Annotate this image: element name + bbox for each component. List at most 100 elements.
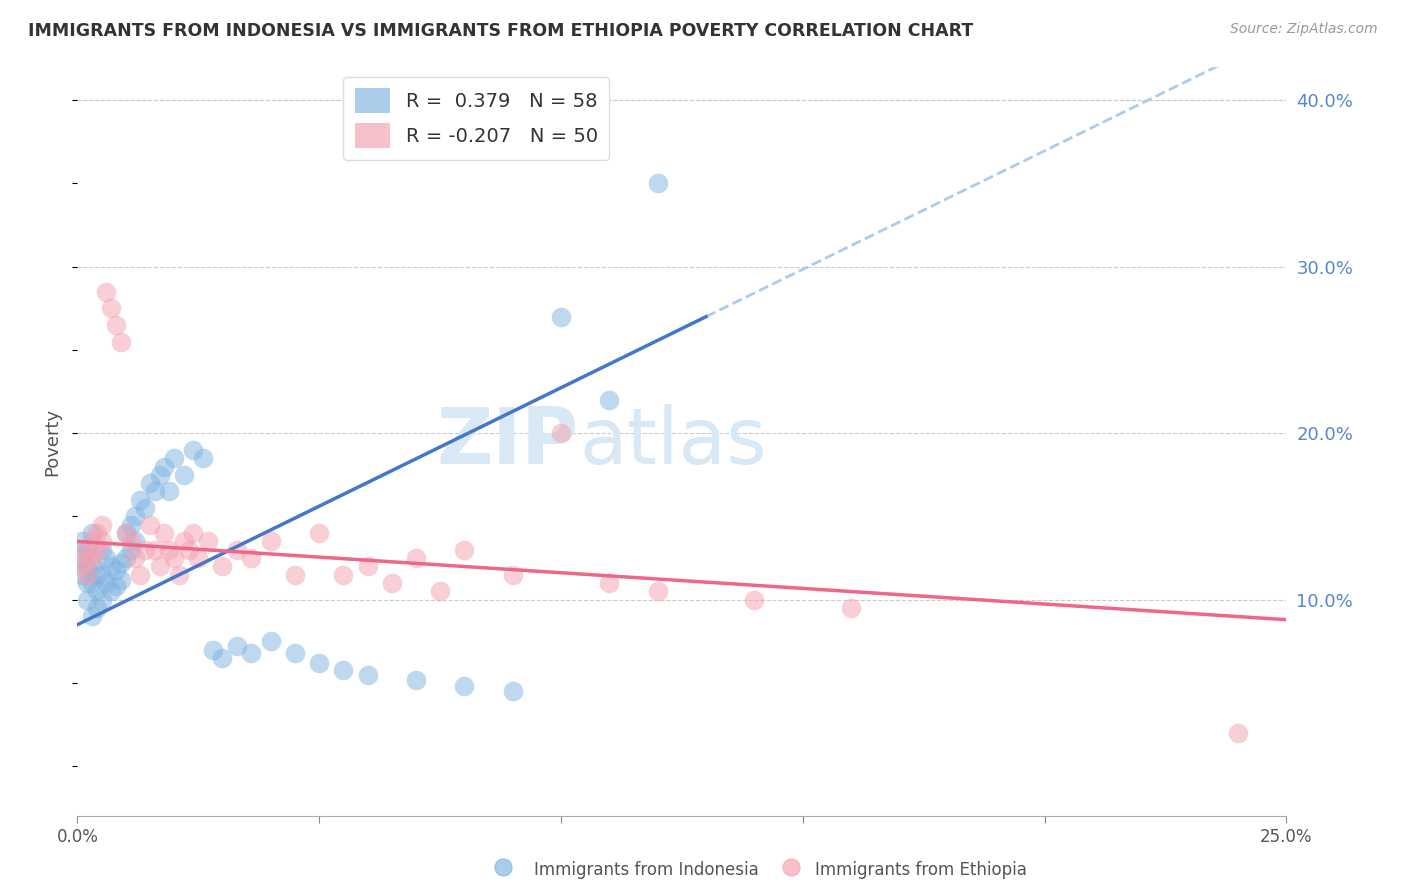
Point [405,673,427,687]
Point [96,576,118,591]
Point [839,601,862,615]
Point [308,656,330,670]
Point [191,451,214,466]
Text: Source: ZipAtlas.com: Source: ZipAtlas.com [1230,22,1378,37]
Point [260,634,283,648]
Point [86,542,108,557]
Point [70,542,93,557]
Point [86,567,108,582]
Point [226,640,249,654]
Point [96,551,118,566]
Point [96,285,118,299]
Point [381,576,404,591]
Point [76,592,98,607]
Point [143,484,166,499]
Point [70,559,93,574]
Point [124,551,146,566]
Point [647,584,669,599]
Text: atlas: atlas [579,403,766,480]
Point [157,542,180,557]
Point [211,559,233,574]
Point [308,526,330,541]
Point [90,592,112,607]
Point [240,551,263,566]
Point [80,559,103,574]
Point [86,526,108,541]
Point [284,567,307,582]
Point [105,318,128,332]
Point [124,509,146,524]
Text: Immigrants from Ethiopia: Immigrants from Ethiopia [815,861,1028,879]
Point [744,592,766,607]
Point [114,551,136,566]
Point [90,567,112,582]
Point [120,542,142,557]
Point [148,559,170,574]
Point [598,576,620,591]
Point [201,642,224,657]
Point [114,526,136,541]
Point [105,579,128,593]
Point [173,467,195,482]
Point [598,392,620,407]
Point [90,542,112,557]
Point [90,534,112,549]
Point [163,451,186,466]
Point [100,584,122,599]
Point [70,551,93,566]
Point [183,442,205,457]
Point [80,609,103,624]
Point [332,567,354,582]
Point [647,177,669,191]
Point [100,301,122,316]
Point [453,679,475,693]
Point [139,476,162,491]
Point [110,556,132,570]
Point [134,501,156,516]
Point [105,563,128,577]
Point [100,559,122,574]
Point [429,584,451,599]
Point [550,426,572,441]
Point [502,684,524,698]
Point [86,584,108,599]
Point [173,534,195,549]
Point [110,573,132,587]
Point [502,567,524,582]
Point [211,651,233,665]
Point [502,127,524,141]
Point [163,551,186,566]
Point [76,559,98,574]
Point [197,534,219,549]
Point [187,551,209,566]
Point [183,526,205,541]
Y-axis label: Poverty: Poverty [44,408,62,475]
Point [90,517,112,532]
Point [110,334,132,349]
Point [177,542,200,557]
Point [143,542,166,557]
Point [80,526,103,541]
Point [1227,726,1250,740]
Point [129,567,152,582]
Point [76,567,98,582]
Point [86,601,108,615]
Point [240,646,263,660]
Point [70,534,93,549]
Point [120,534,142,549]
Point [492,860,515,874]
Point [356,559,378,574]
Text: Immigrants from Indonesia: Immigrants from Indonesia [534,861,759,879]
Point [780,860,803,874]
Legend: R =  0.379   N = 58, R = -0.207   N = 50: R = 0.379 N = 58, R = -0.207 N = 50 [343,77,609,160]
Point [550,310,572,324]
Point [114,526,136,541]
Point [226,542,249,557]
Point [148,467,170,482]
Point [76,542,98,557]
Point [80,576,103,591]
Point [129,492,152,507]
Point [260,534,283,549]
Point [134,542,156,557]
Point [153,526,176,541]
